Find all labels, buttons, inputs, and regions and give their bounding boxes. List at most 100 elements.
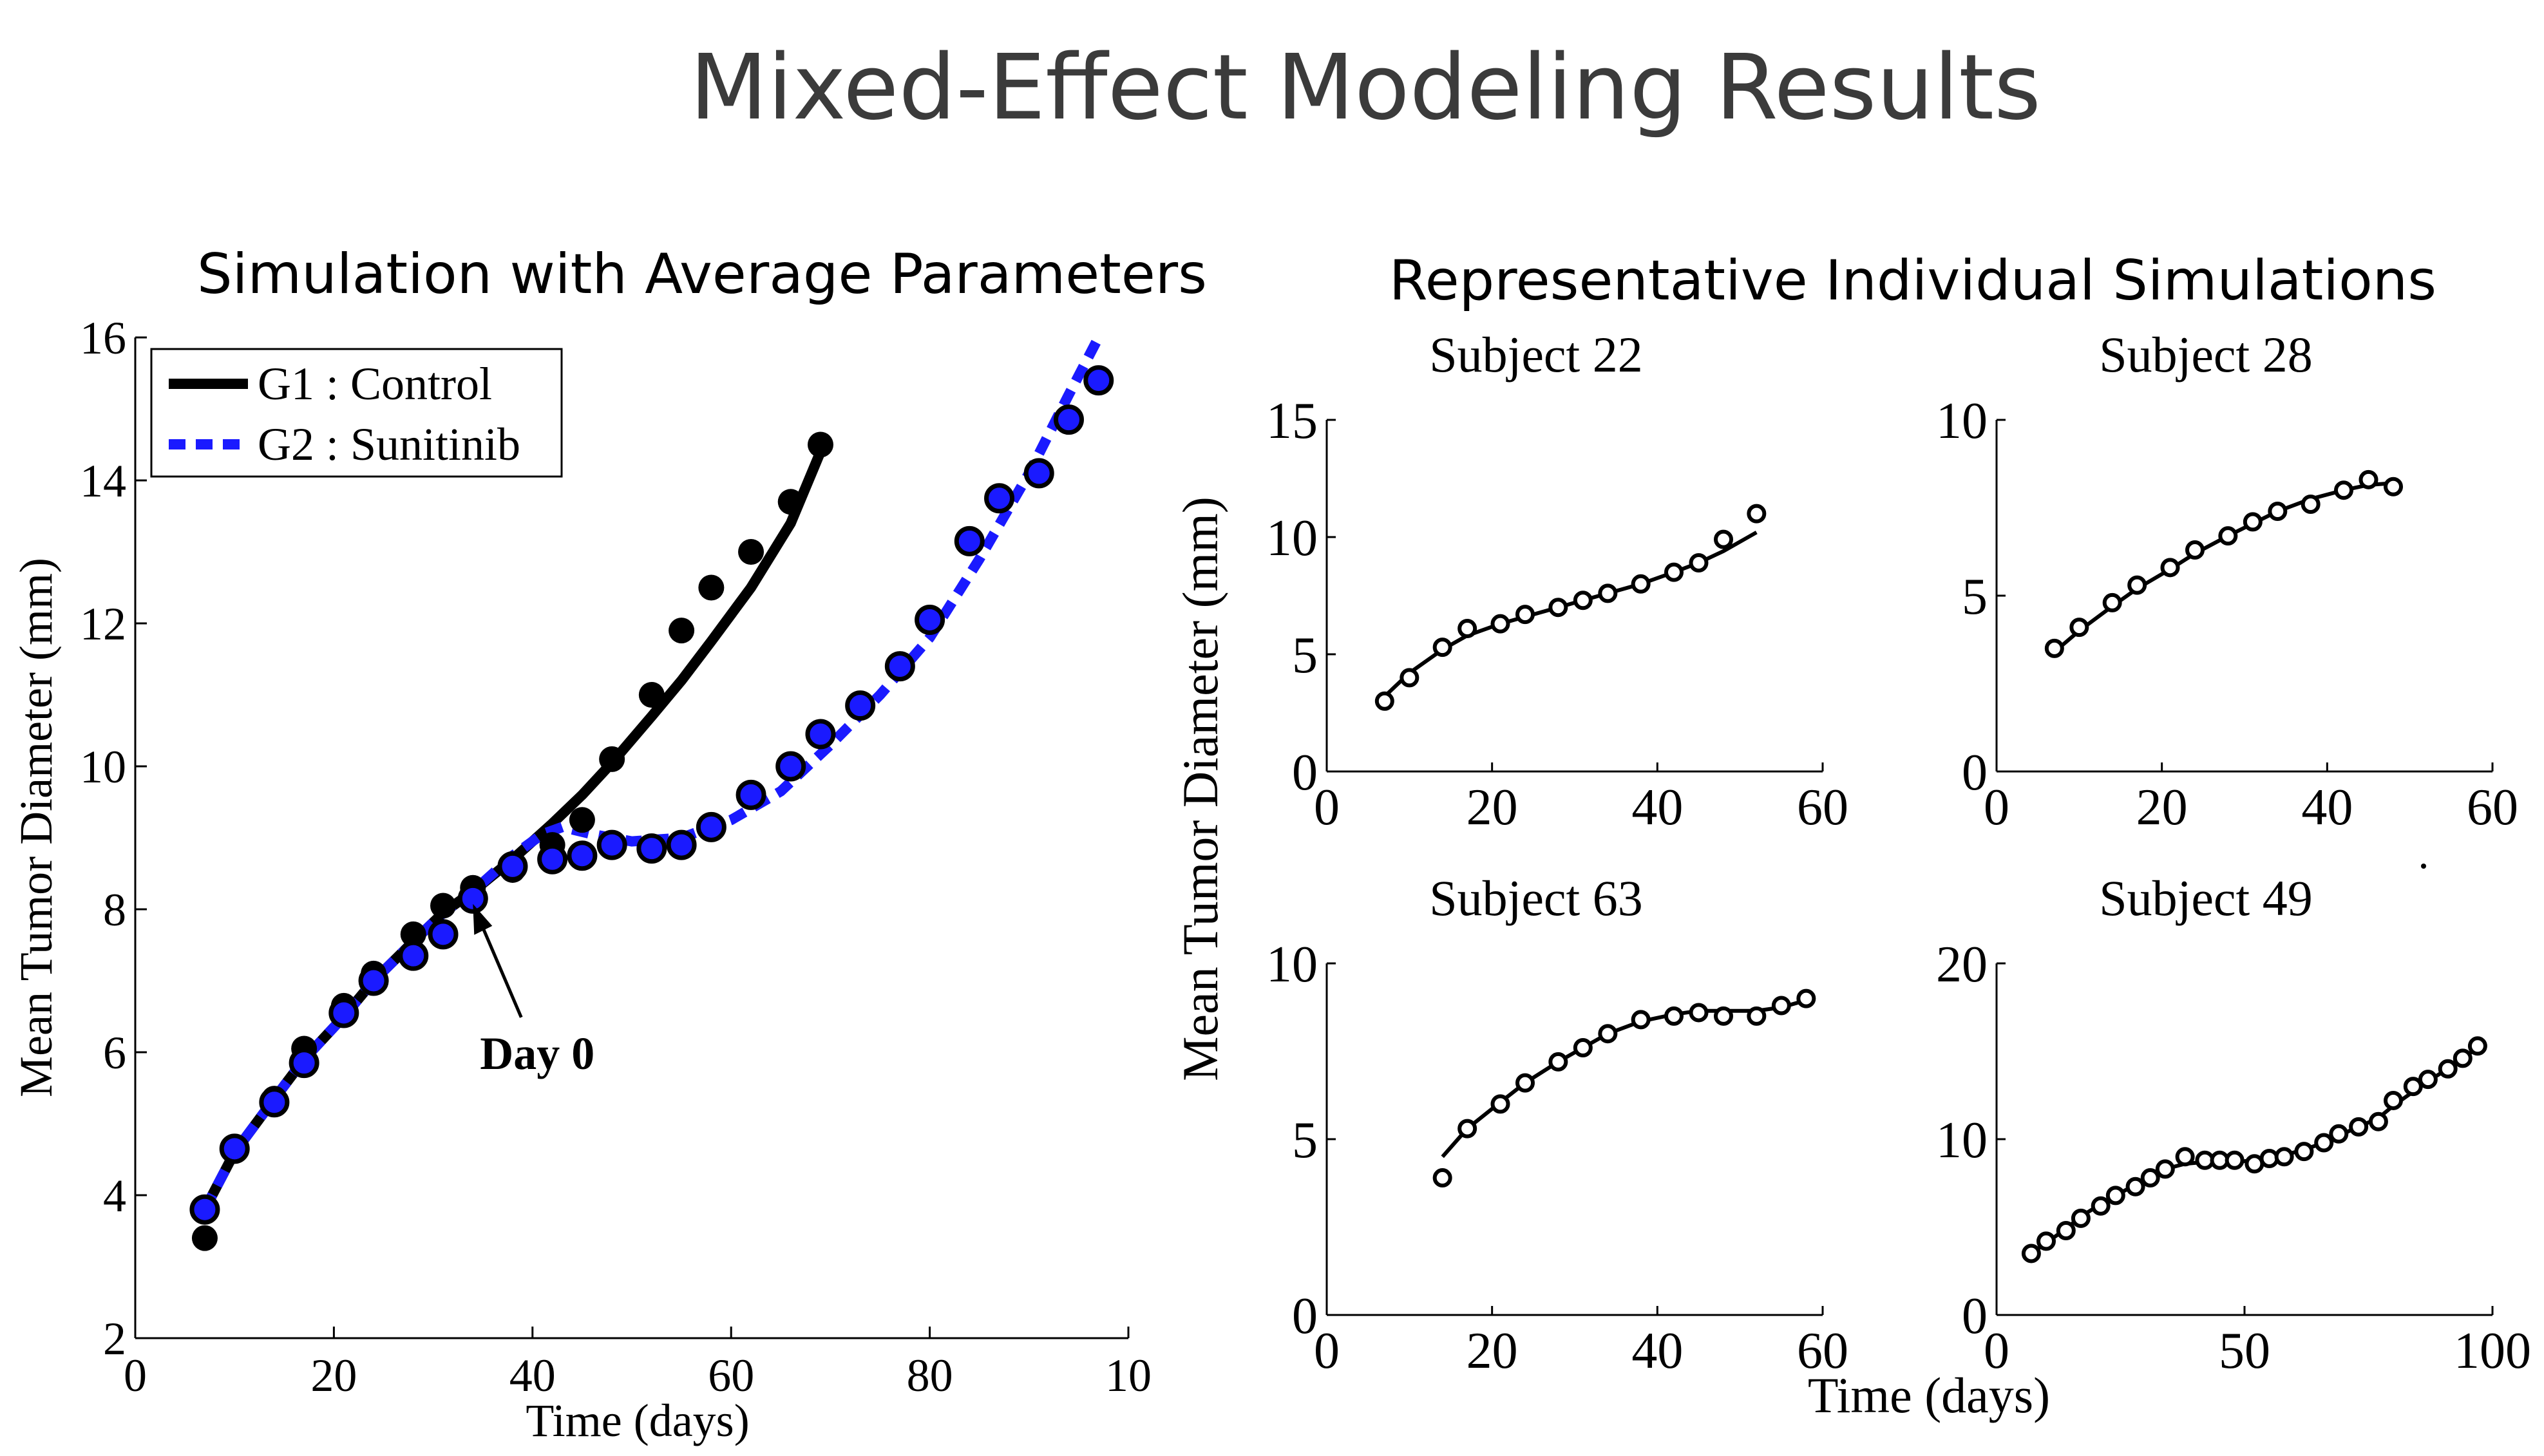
subject-point <box>2091 1196 2111 1216</box>
subject-point <box>2127 575 2147 595</box>
subject-title: Subject 63 <box>1429 870 1642 926</box>
x-tick-label: 0 <box>1984 779 2009 836</box>
subject-point <box>1598 1024 1618 1044</box>
x-tick-label: 0 <box>124 1350 147 1401</box>
subject-point <box>1432 1168 1452 1188</box>
sunitinib-point <box>567 840 598 871</box>
x-tick-label: 0 <box>1314 779 1340 836</box>
y-tick-label: 20 <box>1936 936 1988 993</box>
x-tick-label: 60 <box>1797 779 1848 836</box>
y-tick-label: 10 <box>1266 510 1318 567</box>
sunitinib-point <box>1053 404 1084 435</box>
x-tick-label: 60 <box>1797 1323 1848 1379</box>
sunitinib-point <box>1023 458 1054 489</box>
sunitinib-point <box>259 1087 290 1118</box>
control-fit-line <box>200 449 826 1212</box>
x-tick-label: 100 <box>2454 1323 2531 1379</box>
y-tick-label: 5 <box>1962 569 1988 625</box>
sunitinib-point <box>775 751 806 782</box>
day0-arrow-head <box>473 903 493 935</box>
subject-point <box>1457 618 1477 638</box>
sunitinib-point <box>845 690 876 721</box>
y-tick-label: 15 <box>1266 393 1318 449</box>
subject-plots: Subject 22 0 20 40 60 0 5 10 15 Subject 28 0 20 40 60… <box>1266 326 2531 1379</box>
x-tick-label: 40 <box>509 1350 556 1401</box>
subject-point <box>2155 1159 2175 1179</box>
sunitinib-point <box>328 997 359 1028</box>
x-tick-label: 20 <box>310 1350 357 1401</box>
sunitinib-point <box>219 1133 250 1164</box>
control-point <box>807 431 833 458</box>
subject-point <box>2102 592 2122 612</box>
sunitinib-point <box>358 965 389 996</box>
subject-point <box>2243 512 2263 532</box>
sunitinib-point <box>666 829 697 860</box>
sunitinib-point <box>457 883 488 914</box>
sunitinib-point <box>596 829 627 860</box>
y-tick-label: 0 <box>1292 1288 1318 1345</box>
subject-point <box>2359 469 2378 489</box>
sunitinib-point <box>189 1194 220 1225</box>
subject-point <box>2021 1243 2041 1263</box>
sunitinib-point <box>984 483 1015 514</box>
subject-point <box>1664 562 1684 582</box>
sunitinib-point <box>428 919 459 950</box>
subject-point <box>1548 598 1568 618</box>
control-point <box>191 1225 218 1251</box>
subject-point <box>2384 477 2403 496</box>
y-tick-label: 16 <box>80 312 126 364</box>
control-point <box>400 921 426 947</box>
sunitinib-point <box>537 844 568 875</box>
legend-control-label: G1 : Control <box>258 358 492 410</box>
subject-point <box>2329 1124 2349 1144</box>
subject-point <box>1664 1006 1684 1026</box>
control-point <box>599 746 625 772</box>
left-y-axis-label: Mean Tumor Diameter (mm) <box>10 558 62 1097</box>
subject-point <box>2036 1231 2056 1251</box>
control-point <box>569 807 595 833</box>
subject-point <box>1490 1094 1510 1114</box>
sunitinib-point <box>736 779 766 810</box>
y-tick-label: 10 <box>1936 1112 1988 1169</box>
subject-point <box>2105 1186 2125 1205</box>
sunitinib-point <box>954 525 985 556</box>
sunitinib-point <box>696 811 726 842</box>
sunitinib-point <box>884 651 915 682</box>
subject-point <box>1689 553 1709 573</box>
control-point <box>430 893 457 919</box>
x-tick-label: 50 <box>2219 1323 2270 1379</box>
stray-dot <box>2421 864 2426 869</box>
subject-point <box>1771 996 1791 1016</box>
subject-title: Subject 22 <box>1429 326 1642 383</box>
subject-point <box>2125 1177 2145 1196</box>
subject-point <box>2044 638 2064 658</box>
x-tick-label: 80 <box>907 1350 953 1401</box>
subject-chart: Subject 63 0 20 40 60 0 5 10 <box>1266 870 1848 1379</box>
subject-title: Subject 28 <box>2099 326 2312 383</box>
subject-point <box>2225 1150 2245 1170</box>
y-tick-label: 10 <box>1936 393 1988 449</box>
subject-point <box>2384 1090 2403 1110</box>
day0-annotation: Day 0 <box>480 1028 594 1079</box>
subject-point <box>1374 691 1394 711</box>
subject-point <box>1631 574 1651 594</box>
subject-chart: Subject 28 0 20 40 60 0 5 10 <box>1936 326 2518 836</box>
subject-point <box>2301 495 2321 515</box>
y-tick-label: 2 <box>103 1313 126 1365</box>
y-tick-label: 0 <box>1962 1288 1988 1345</box>
y-tick-label: 0 <box>1292 744 1318 801</box>
y-tick-label: 12 <box>80 598 126 650</box>
control-point <box>638 682 665 708</box>
subject-point <box>2368 1111 2388 1131</box>
subject-point <box>2403 1077 2423 1097</box>
subject-point <box>2349 1117 2369 1137</box>
subject-point <box>2274 1147 2294 1167</box>
legend: G1 : Control G2 : Sunitinib <box>150 348 563 478</box>
subject-point <box>1548 1052 1568 1072</box>
y-tick-label: 10 <box>1266 936 1318 993</box>
subject-point <box>1747 1006 1767 1026</box>
subject-point <box>2056 1220 2076 1240</box>
y-tick-label: 4 <box>103 1170 126 1222</box>
sunitinib-point <box>805 719 836 750</box>
